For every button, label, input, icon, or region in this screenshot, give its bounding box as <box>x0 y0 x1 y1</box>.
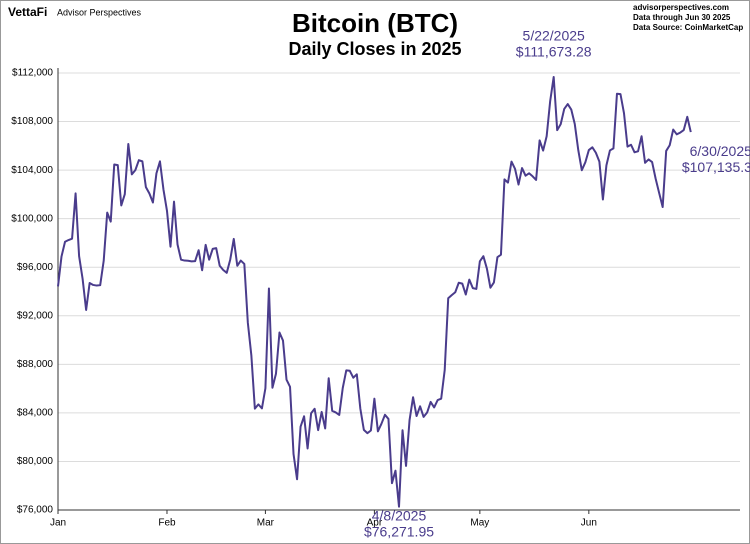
y-tick-label: $108,000 <box>11 116 53 127</box>
y-tick-label: $100,000 <box>11 213 53 224</box>
source-line: advisorperspectives.com <box>633 3 729 12</box>
source-line: Data Source: CoinMarketCap <box>633 23 743 32</box>
y-tick-label: $92,000 <box>17 310 54 321</box>
y-tick-label: $80,000 <box>17 456 54 467</box>
y-tick-label: $96,000 <box>17 262 54 273</box>
brand: VettaFi <box>8 5 47 19</box>
x-tick-label: May <box>470 518 489 529</box>
x-tick-label: Mar <box>257 518 275 529</box>
annotation-value: $111,673.28 <box>516 44 592 60</box>
annotation-date: 5/22/2025 <box>523 28 585 44</box>
y-tick-label: $112,000 <box>12 68 53 79</box>
annotation-date: 4/8/2025 <box>372 507 427 523</box>
x-tick-label: Jan <box>50 518 66 529</box>
x-tick-label: Apr <box>367 518 383 529</box>
source-line: Data through Jun 30 2025 <box>633 13 731 22</box>
price-line <box>57 75 692 508</box>
y-tick-label: $84,000 <box>17 408 54 419</box>
x-tick-label: Jun <box>581 518 597 529</box>
y-tick-label: $88,000 <box>17 359 54 370</box>
y-tick-label: $104,000 <box>11 165 53 176</box>
chart-title: Bitcoin (BTC) <box>292 8 458 38</box>
annotation-value: $107,135.34 <box>682 159 750 175</box>
brand-sub: Advisor Perspectives <box>57 7 142 17</box>
annotation-value: $76,271.95 <box>364 523 434 539</box>
annotation-date: 6/30/2025 <box>690 143 750 159</box>
y-tick-label: $76,000 <box>17 505 54 516</box>
x-tick-label: Feb <box>158 518 176 529</box>
chart-subtitle: Daily Closes in 2025 <box>288 39 461 59</box>
